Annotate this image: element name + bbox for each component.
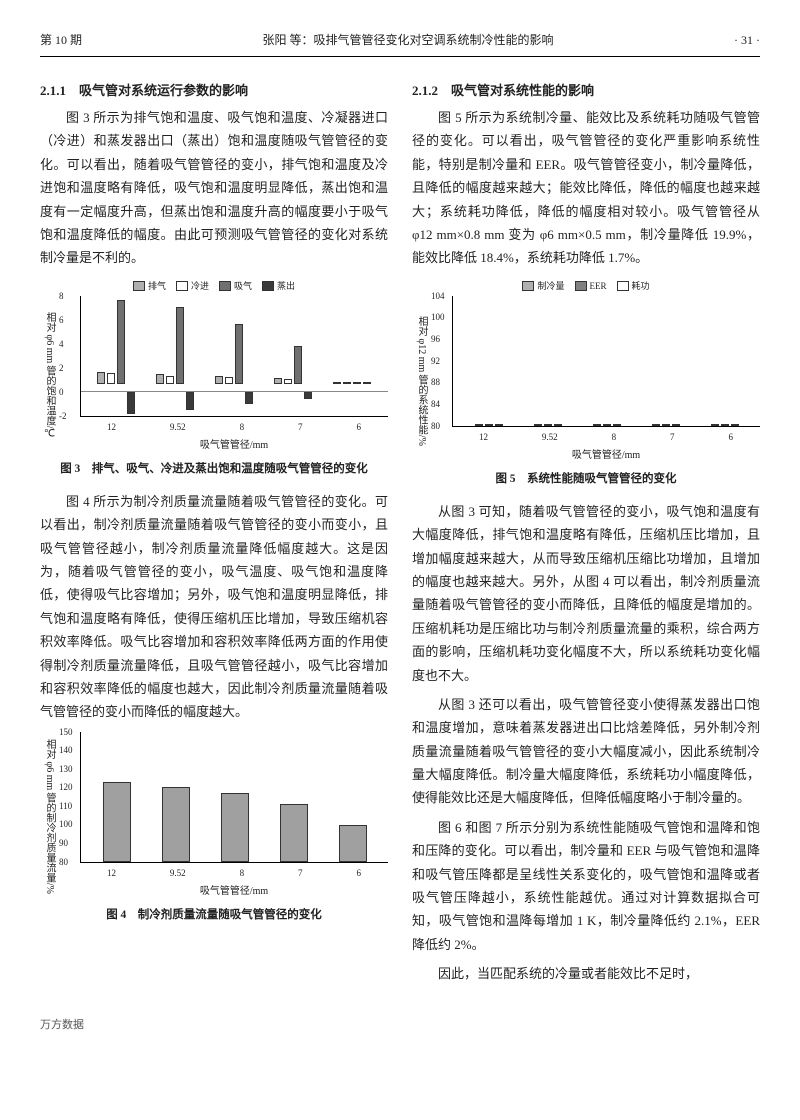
fig3-legend: 排气冷进吸气蒸出 (40, 278, 388, 294)
fig3-xlabel: 吸气管管径/mm (80, 437, 388, 455)
figure-4: 相对 φ6 mm 管的制冷剂质量流量/% 8090100110120130140… (40, 732, 388, 926)
left-paragraph-2: 图 4 所示为制冷剂质量流量随着吸气管管径的变化。可以看出，制冷剂质量流量随着吸… (40, 490, 388, 724)
fig5-ylabel: 相对 φ12 mm 管的系统性能/% (412, 296, 430, 465)
fig3-caption: 图 3 排气、吸气、冷进及蒸出饱和温度随吸气管管径的变化 (40, 459, 388, 480)
right-paragraph-3: 从图 3 还可以看出，吸气管管径变小使得蒸发器出口饱和温度增加，意味着蒸发器进出… (412, 693, 760, 810)
fig4-caption: 图 4 制冷剂质量流量随吸气管管径的变化 (40, 905, 388, 926)
fig4-xticks: 129.52876 (80, 865, 388, 881)
footer-source: 万方数据 (40, 1016, 760, 1036)
fig4-chart-area: 8090100110120130140150 (80, 732, 388, 863)
fig5-chart-area: 8084889296100104 (452, 296, 760, 427)
fig5-legend: 制冷量EER耗功 (412, 278, 760, 294)
fig4-ylabel: 相对 φ6 mm 管的制冷剂质量流量/% (40, 732, 58, 901)
right-paragraph-2: 从图 3 可知，随着吸气管管径的变小，吸气饱和温度有大幅度降低，排气饱和温度略有… (412, 500, 760, 687)
fig3-xticks: 129.52876 (80, 419, 388, 435)
left-column: 2.1.1 吸气管对系统运行参数的影响 图 3 所示为排气饱和温度、吸气饱和温度… (40, 73, 388, 992)
right-paragraph-4: 图 6 和图 7 所示分别为系统性能随吸气管饱和温降和饱和压降的变化。可以看出，… (412, 816, 760, 956)
fig5-caption: 图 5 系统性能随吸气管管径的变化 (412, 469, 760, 490)
two-column-layout: 2.1.1 吸气管对系统运行参数的影响 图 3 所示为排气饱和温度、吸气饱和温度… (40, 73, 760, 992)
running-title: 张阳 等：吸排气管管径变化对空调系统制冷性能的影响 (263, 30, 554, 52)
section-2-1-1-title: 2.1.1 吸气管对系统运行参数的影响 (40, 79, 388, 102)
fig3-chart-area: -202468 (80, 296, 388, 417)
issue-number: 第 10 期 (40, 30, 82, 52)
right-paragraph-5: 因此，当匹配系统的冷量或者能效比不足时， (412, 962, 760, 985)
right-paragraph-1: 图 5 所示为系统制冷量、能效比及系统耗功随吸气管管径的变化。可以看出，吸气管管… (412, 106, 760, 270)
section-2-1-2-title: 2.1.2 吸气管对系统性能的影响 (412, 79, 760, 102)
page-header: 第 10 期 张阳 等：吸排气管管径变化对空调系统制冷性能的影响 · 31 · (40, 30, 760, 57)
right-column: 2.1.2 吸气管对系统性能的影响 图 5 所示为系统制冷量、能效比及系统耗功随… (412, 73, 760, 992)
figure-5: 制冷量EER耗功 相对 φ12 mm 管的系统性能/% 808488929610… (412, 278, 760, 490)
page-number: · 31 · (734, 30, 760, 52)
left-paragraph-1: 图 3 所示为排气饱和温度、吸气饱和温度、冷凝器进口（冷进）和蒸发器出口（蒸出）… (40, 106, 388, 270)
fig3-ylabel: 相对 φ6 mm 管的饱和温度/℃ (40, 296, 58, 455)
fig5-xticks: 129.52876 (452, 429, 760, 445)
figure-3: 排气冷进吸气蒸出 相对 φ6 mm 管的饱和温度/℃ -202468 129.5… (40, 278, 388, 480)
fig4-xlabel: 吸气管管径/mm (80, 883, 388, 901)
fig5-xlabel: 吸气管管径/mm (452, 447, 760, 465)
